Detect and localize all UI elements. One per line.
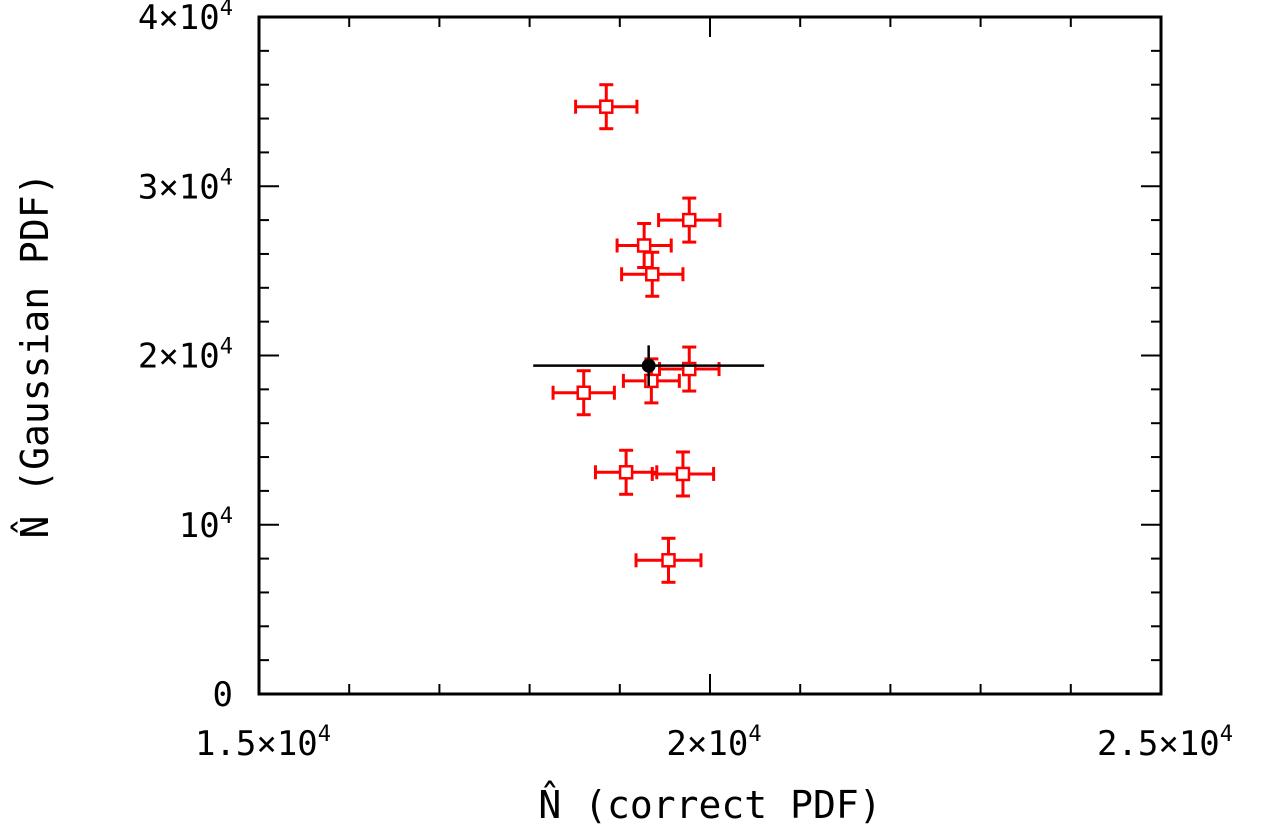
data-point xyxy=(661,553,676,568)
x-tick-label: 2×104 xyxy=(666,722,761,764)
y-axis-title: N̂ (Gaussian PDF) xyxy=(11,172,57,538)
tick-labels: 1.5×104 2×104 2.5×104 0 104 2×104 3×104 4×104 xyxy=(138,0,1233,764)
data-point xyxy=(636,238,652,253)
data-points xyxy=(533,83,765,584)
axis-ticks xyxy=(258,16,1162,695)
y-tick-label: 3×104 xyxy=(138,165,233,207)
data-point xyxy=(675,466,691,482)
data-point xyxy=(618,465,634,480)
data-point xyxy=(682,212,697,228)
series-2 xyxy=(533,345,765,386)
data-point xyxy=(641,358,656,373)
y-tick-label: 104 xyxy=(179,504,233,546)
x-tick-label: 1.5×104 xyxy=(195,722,331,764)
data-point xyxy=(645,267,660,282)
y-tick-label: 4×104 xyxy=(138,0,233,38)
data-point xyxy=(576,385,591,400)
y-tick-label: 0 xyxy=(213,675,233,715)
y-tick-label: 2×104 xyxy=(138,335,233,377)
x-tick-label: 2.5×104 xyxy=(1097,722,1233,764)
data-point xyxy=(644,373,659,389)
data-point xyxy=(599,99,614,114)
x-axis-title: N̂ (correct PDF) xyxy=(538,781,881,827)
series-1 xyxy=(551,83,722,584)
plot-frame xyxy=(257,15,1163,696)
